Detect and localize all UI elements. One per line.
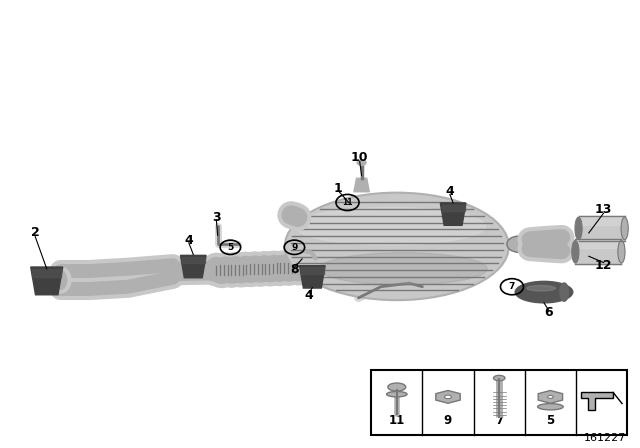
Ellipse shape xyxy=(295,207,486,245)
Text: 7: 7 xyxy=(509,282,515,291)
Bar xyxy=(371,370,627,435)
Circle shape xyxy=(507,236,530,252)
Text: 6: 6 xyxy=(544,306,553,319)
Text: 9: 9 xyxy=(444,414,452,427)
Polygon shape xyxy=(579,216,625,241)
Ellipse shape xyxy=(527,285,556,291)
Polygon shape xyxy=(575,239,621,264)
Polygon shape xyxy=(442,205,465,211)
Polygon shape xyxy=(575,241,621,248)
Text: 1: 1 xyxy=(333,181,342,195)
Text: 8: 8 xyxy=(290,263,299,276)
Polygon shape xyxy=(31,267,63,295)
Text: 10: 10 xyxy=(351,151,369,164)
Ellipse shape xyxy=(621,217,628,240)
Polygon shape xyxy=(538,391,563,403)
Ellipse shape xyxy=(618,241,625,263)
Polygon shape xyxy=(180,255,206,278)
Text: 3: 3 xyxy=(212,211,221,224)
Ellipse shape xyxy=(445,395,452,399)
Ellipse shape xyxy=(387,392,407,397)
Polygon shape xyxy=(581,392,613,410)
Text: 11: 11 xyxy=(342,198,353,207)
Text: 4: 4 xyxy=(305,289,314,302)
Text: 9: 9 xyxy=(291,243,298,252)
Ellipse shape xyxy=(493,375,505,381)
Ellipse shape xyxy=(388,383,406,391)
Ellipse shape xyxy=(575,217,582,240)
Text: 7: 7 xyxy=(495,414,503,427)
Ellipse shape xyxy=(538,404,563,410)
Polygon shape xyxy=(440,203,466,225)
Ellipse shape xyxy=(51,267,71,293)
Polygon shape xyxy=(354,178,369,192)
Ellipse shape xyxy=(55,271,67,289)
Text: 4: 4 xyxy=(184,234,193,247)
Ellipse shape xyxy=(572,241,579,263)
Text: 11: 11 xyxy=(388,414,405,427)
Polygon shape xyxy=(436,391,460,403)
Polygon shape xyxy=(301,267,324,273)
Polygon shape xyxy=(32,269,61,277)
Ellipse shape xyxy=(548,396,553,398)
Text: 2: 2 xyxy=(31,226,40,240)
Ellipse shape xyxy=(285,193,509,300)
Ellipse shape xyxy=(560,283,568,301)
Ellipse shape xyxy=(515,281,573,303)
Ellipse shape xyxy=(319,253,487,285)
Text: 5: 5 xyxy=(547,414,554,427)
Text: 161227: 161227 xyxy=(584,433,626,443)
Ellipse shape xyxy=(357,160,366,165)
Polygon shape xyxy=(579,217,625,225)
Text: 13: 13 xyxy=(595,203,612,216)
Polygon shape xyxy=(300,266,325,288)
Text: 12: 12 xyxy=(595,258,612,272)
Polygon shape xyxy=(182,257,205,263)
Text: 4: 4 xyxy=(445,185,454,198)
Text: 5: 5 xyxy=(227,243,234,252)
